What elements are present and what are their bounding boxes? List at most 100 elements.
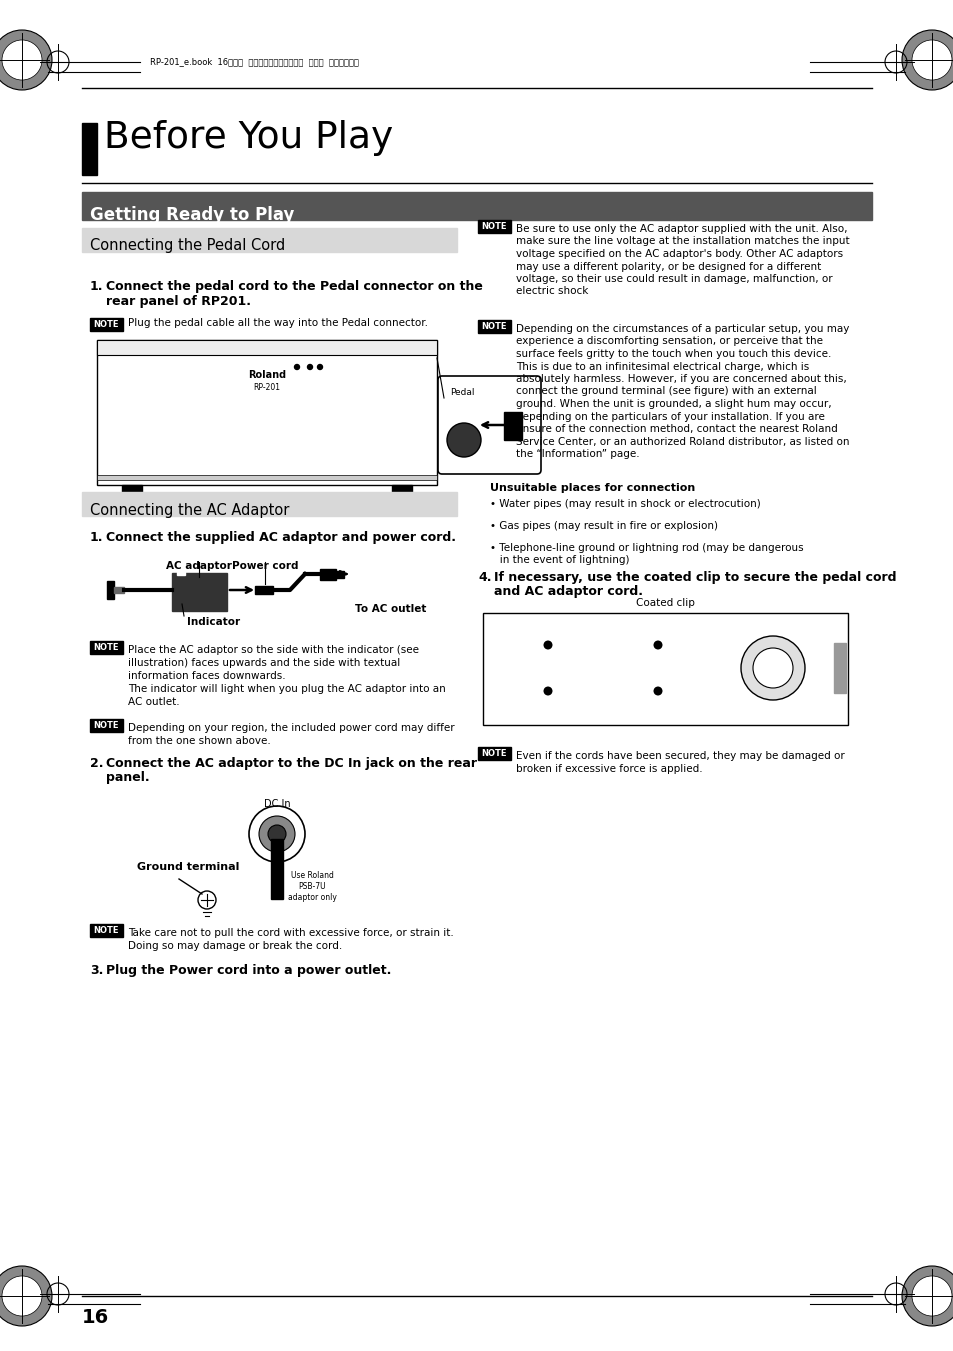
- Circle shape: [294, 365, 299, 370]
- Circle shape: [258, 816, 294, 852]
- Text: Power cord: Power cord: [232, 561, 298, 571]
- Bar: [82, 123, 97, 176]
- Text: Service Center, or an authorized Roland distributor, as listed on: Service Center, or an authorized Roland …: [516, 436, 848, 446]
- Circle shape: [0, 1266, 52, 1325]
- Bar: [319, 569, 335, 580]
- Text: NOTE: NOTE: [93, 721, 119, 730]
- Text: Indicator: Indicator: [187, 617, 240, 627]
- Bar: [177, 571, 185, 576]
- Circle shape: [543, 640, 552, 650]
- Bar: [477, 320, 511, 332]
- Circle shape: [543, 686, 552, 696]
- Bar: [482, 613, 847, 725]
- Circle shape: [752, 648, 792, 688]
- Text: Connecting the AC Adaptor: Connecting the AC Adaptor: [90, 503, 289, 517]
- Text: may use a different polarity, or be designed for a different: may use a different polarity, or be desi…: [516, 262, 821, 272]
- Text: the “Information” page.: the “Information” page.: [516, 449, 639, 459]
- Text: RP-201_e.book  16ページ  ２００９年１１月２０日  金曜日  午後２時３分: RP-201_e.book 16ページ ２００９年１１月２０日 金曜日 午後２時…: [150, 58, 358, 66]
- Text: AC adaptor: AC adaptor: [166, 561, 232, 571]
- Text: Depending on your region, the included power cord may differ: Depending on your region, the included p…: [128, 723, 455, 734]
- Bar: [254, 586, 273, 594]
- Text: The indicator will light when you plug the AC adaptor into an: The indicator will light when you plug t…: [128, 684, 445, 694]
- Text: This is due to an infinitesimal electrical charge, which is: This is due to an infinitesimal electric…: [516, 362, 808, 372]
- Text: Place the AC adaptor so the side with the indicator (see: Place the AC adaptor so the side with th…: [128, 644, 418, 655]
- Text: Even if the cords have been secured, they may be damaged or: Even if the cords have been secured, the…: [516, 751, 843, 761]
- Text: 1.: 1.: [90, 531, 103, 544]
- Text: Getting Ready to Play: Getting Ready to Play: [90, 205, 294, 224]
- Text: ground. When the unit is grounded, a slight hum may occur,: ground. When the unit is grounded, a sli…: [516, 399, 831, 409]
- Text: Connect the AC adaptor to the DC In jack on the rear: Connect the AC adaptor to the DC In jack…: [106, 757, 476, 770]
- Text: panel.: panel.: [106, 771, 150, 784]
- Bar: [107, 581, 113, 598]
- Text: Doing so may damage or break the cord.: Doing so may damage or break the cord.: [128, 942, 342, 951]
- Text: Be sure to use only the AC adaptor supplied with the unit. Also,: Be sure to use only the AC adaptor suppl…: [516, 224, 846, 234]
- Bar: [90, 924, 123, 938]
- Text: Plug the Power cord into a power outlet.: Plug the Power cord into a power outlet.: [106, 965, 391, 977]
- Bar: [113, 586, 124, 593]
- Circle shape: [653, 686, 661, 696]
- Text: rear panel of RP201.: rear panel of RP201.: [106, 295, 251, 308]
- Circle shape: [2, 1275, 42, 1316]
- Text: Ground terminal: Ground terminal: [137, 862, 239, 871]
- Text: NOTE: NOTE: [93, 320, 119, 330]
- Circle shape: [911, 1275, 951, 1316]
- Text: voltage, so their use could result in damage, malfunction, or: voltage, so their use could result in da…: [516, 274, 832, 284]
- Text: Coated clip: Coated clip: [635, 598, 694, 608]
- Bar: [271, 839, 283, 898]
- Text: RP-201: RP-201: [253, 382, 280, 392]
- Circle shape: [317, 365, 322, 370]
- Text: NOTE: NOTE: [481, 322, 507, 331]
- Text: NOTE: NOTE: [481, 222, 507, 231]
- Circle shape: [740, 636, 804, 700]
- Text: 3.: 3.: [90, 965, 103, 977]
- Text: surface feels gritty to the touch when you touch this device.: surface feels gritty to the touch when y…: [516, 349, 830, 359]
- Circle shape: [901, 1266, 953, 1325]
- Bar: [82, 192, 871, 220]
- Text: broken if excessive force is applied.: broken if excessive force is applied.: [516, 765, 702, 774]
- Text: • Water pipes (may result in shock or electrocution): • Water pipes (may result in shock or el…: [490, 499, 760, 509]
- Text: Connect the supplied AC adaptor and power cord.: Connect the supplied AC adaptor and powe…: [106, 531, 456, 544]
- Text: • Gas pipes (may result in fire or explosion): • Gas pipes (may result in fire or explo…: [490, 521, 718, 531]
- Circle shape: [0, 30, 52, 91]
- Bar: [477, 747, 511, 761]
- Bar: [97, 340, 436, 355]
- Circle shape: [2, 41, 42, 80]
- Text: NOTE: NOTE: [93, 643, 119, 653]
- Text: NOTE: NOTE: [481, 748, 507, 758]
- Bar: [90, 719, 123, 732]
- Text: Roland: Roland: [248, 370, 286, 380]
- Text: depending on the particulars of your installation. If you are: depending on the particulars of your ins…: [516, 412, 824, 422]
- Text: Use Roland
PSB-7U
adaptor only: Use Roland PSB-7U adaptor only: [287, 871, 336, 902]
- Text: unsure of the connection method, contact the nearest Roland: unsure of the connection method, contact…: [516, 424, 837, 434]
- Text: make sure the line voltage at the installation matches the input: make sure the line voltage at the instal…: [516, 236, 849, 246]
- Text: electric shock: electric shock: [516, 286, 588, 296]
- Text: voltage specified on the AC adaptor's body. Other AC adaptors: voltage specified on the AC adaptor's bo…: [516, 249, 842, 259]
- Bar: [97, 340, 436, 485]
- FancyBboxPatch shape: [437, 376, 540, 474]
- Text: Depending on the circumstances of a particular setup, you may: Depending on the circumstances of a part…: [516, 324, 848, 334]
- Text: experience a discomforting sensation, or perceive that the: experience a discomforting sensation, or…: [516, 336, 822, 346]
- Text: illustration) faces upwards and the side with textual: illustration) faces upwards and the side…: [128, 658, 400, 667]
- Bar: [392, 485, 412, 497]
- Bar: [122, 485, 142, 497]
- Text: and AC adaptor cord.: and AC adaptor cord.: [494, 585, 642, 598]
- Circle shape: [307, 365, 313, 370]
- Text: Plug the pedal cable all the way into the Pedal connector.: Plug the pedal cable all the way into th…: [128, 317, 428, 328]
- Circle shape: [911, 41, 951, 80]
- Text: Connect the pedal cord to the Pedal connector on the: Connect the pedal cord to the Pedal conn…: [106, 280, 482, 293]
- Bar: [477, 220, 511, 232]
- Text: from the one shown above.: from the one shown above.: [128, 736, 271, 746]
- Text: absolutely harmless. However, if you are concerned about this,: absolutely harmless. However, if you are…: [516, 374, 846, 384]
- Circle shape: [447, 423, 480, 457]
- Bar: [90, 640, 123, 654]
- Bar: [335, 571, 344, 578]
- Bar: [503, 412, 521, 440]
- Bar: [82, 492, 456, 516]
- Bar: [833, 643, 845, 693]
- Bar: [172, 573, 227, 611]
- Circle shape: [268, 825, 286, 843]
- Text: information faces downwards.: information faces downwards.: [128, 671, 285, 681]
- Circle shape: [901, 30, 953, 91]
- Text: NOTE: NOTE: [93, 925, 119, 935]
- Text: Connecting the Pedal Cord: Connecting the Pedal Cord: [90, 238, 285, 253]
